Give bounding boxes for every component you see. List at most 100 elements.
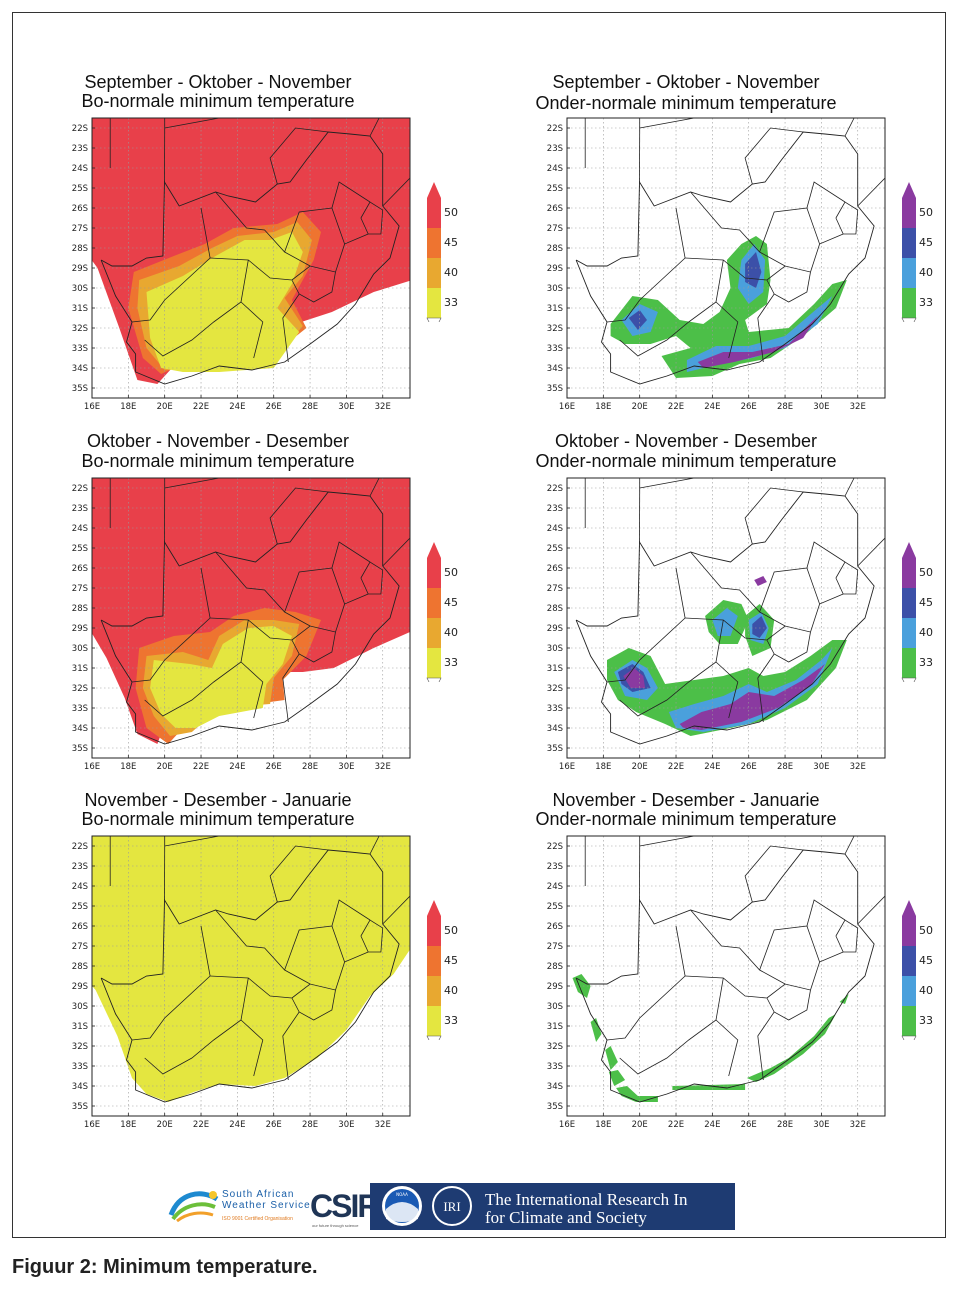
legend-label: 45 <box>444 954 458 967</box>
x-tick-label: 20E <box>157 762 173 772</box>
legend-swatch <box>427 558 441 588</box>
x-tick-label: 28E <box>777 762 793 772</box>
border-line <box>144 259 249 357</box>
y-tick-label: 25S <box>72 184 88 194</box>
legend-swatch <box>902 198 916 228</box>
border-line <box>210 617 292 641</box>
svg-text:IRI: IRI <box>443 1199 460 1214</box>
y-tick-label: 32S <box>547 1042 563 1052</box>
grid <box>92 118 410 398</box>
legend-label: 45 <box>444 596 458 609</box>
border-line <box>744 127 804 185</box>
probability-region <box>746 1014 836 1082</box>
panel-ond-above: Oktober - November - Desember Bo-normale… <box>40 430 460 775</box>
border-line <box>619 619 724 717</box>
x-tick-label: 22E <box>668 762 684 772</box>
y-tick-label: 33S <box>547 344 563 354</box>
legend-swatch <box>902 1006 916 1036</box>
border-line <box>164 118 220 129</box>
svg-text:NOAA: NOAA <box>396 1192 408 1197</box>
y-tick-label: 26S <box>547 922 563 932</box>
x-tick-label: 16E <box>84 1120 100 1130</box>
map-plot: 22S 23S 24S 25S 26S 27S 28S 29S 30S 31S 32S 33S 34S 3… <box>547 477 886 772</box>
panel-subtitle: Onder-normale minimum temperature <box>535 809 837 829</box>
x-tick-label: 20E <box>632 1120 648 1130</box>
border-line <box>857 177 885 207</box>
probability-region <box>607 640 847 736</box>
border-line <box>360 561 384 595</box>
x-tick-label: 24E <box>229 1120 245 1130</box>
plot-frame <box>566 117 886 399</box>
legend-swatch <box>427 916 441 946</box>
saws-swirl-icon <box>168 1191 219 1223</box>
border-line <box>835 561 859 595</box>
border-line <box>210 975 292 999</box>
border-line <box>690 191 786 267</box>
y-tick-label: 31S <box>547 1022 563 1032</box>
iri-banner: NOAA IRI The International Research In f… <box>370 1183 735 1230</box>
y-tick-label: 29S <box>547 264 563 274</box>
y-tick-label: 24S <box>547 524 563 534</box>
y-tick-label: 33S <box>72 344 88 354</box>
legend-label: 40 <box>919 626 933 639</box>
x-tick-label: 16E <box>559 1120 575 1130</box>
legend-label: 33 <box>919 656 933 669</box>
y-tick-label: 29S <box>72 982 88 992</box>
x-tick-label: 28E <box>777 402 793 412</box>
border-line <box>639 836 695 847</box>
y-tick-label: 34S <box>72 1082 88 1092</box>
y-tick-label: 29S <box>547 624 563 634</box>
x-tick-label: 18E <box>120 402 136 412</box>
border-line <box>715 661 739 719</box>
y-tick-label: 25S <box>72 902 88 912</box>
map-plot: 22S 23S 24S 25S 26S 27S 28S 29S 30S 31S 32S 33S 34S 3… <box>72 117 411 412</box>
border-line <box>369 118 380 137</box>
y-tick-label: 23S <box>547 144 563 154</box>
border-line <box>810 961 820 991</box>
x-tick-label: 18E <box>595 1120 611 1130</box>
y-tick-label: 26S <box>72 564 88 574</box>
legend-label: 50 <box>919 566 933 579</box>
border-line <box>844 118 855 137</box>
y-tick-label: 32S <box>547 324 563 334</box>
border-line <box>215 551 311 627</box>
y-tick-label: 22S <box>547 484 563 494</box>
x-tick-label: 28E <box>302 402 318 412</box>
border-line <box>715 1019 739 1077</box>
map-plot: 22S 23S 24S 25S 26S 27S 28S 29S 30S 31S 32S 33S 34S 3… <box>72 477 411 772</box>
border-line <box>844 836 855 855</box>
legend-arrow <box>902 542 916 558</box>
y-tick-label: 23S <box>547 862 563 872</box>
legend-swatch <box>427 648 441 678</box>
x-tick-label: 32E <box>375 402 391 412</box>
legend-swatch <box>427 228 441 258</box>
x-tick-label: 26E <box>266 1120 282 1130</box>
legend-swatch <box>427 946 441 976</box>
x-tick-label: 26E <box>741 1120 757 1130</box>
x-tick-label: 30E <box>813 1120 829 1130</box>
y-tick-label: 31S <box>547 664 563 674</box>
y-tick-label: 23S <box>72 504 88 514</box>
border-line <box>619 977 724 1075</box>
legend-label: 40 <box>444 984 458 997</box>
iri-name-line2: for Climate and Society <box>485 1208 647 1227</box>
y-tick-label: 25S <box>72 544 88 554</box>
panel-title: November - Desember - Januarie <box>84 790 352 810</box>
probability-region <box>605 1046 618 1070</box>
legend-label: 40 <box>919 984 933 997</box>
color-legend: 33 40 45 50 <box>426 542 458 682</box>
y-tick-label: 35S <box>72 1102 88 1112</box>
legend-swatch <box>902 976 916 1006</box>
legend-swatch <box>427 288 441 318</box>
x-tick-label: 24E <box>704 762 720 772</box>
legend-swatch <box>902 288 916 318</box>
probability-region <box>608 1070 626 1086</box>
border-line <box>369 836 380 855</box>
color-legend: 33 40 45 50 <box>901 542 933 682</box>
x-tick-label: 30E <box>338 1120 354 1130</box>
border-line <box>835 201 859 235</box>
x-tick-label: 22E <box>668 402 684 412</box>
panel-ndj-below: November - Desember - Januarie Onder-nor… <box>515 788 935 1133</box>
border-line <box>131 567 211 683</box>
legend-swatch <box>902 916 916 946</box>
